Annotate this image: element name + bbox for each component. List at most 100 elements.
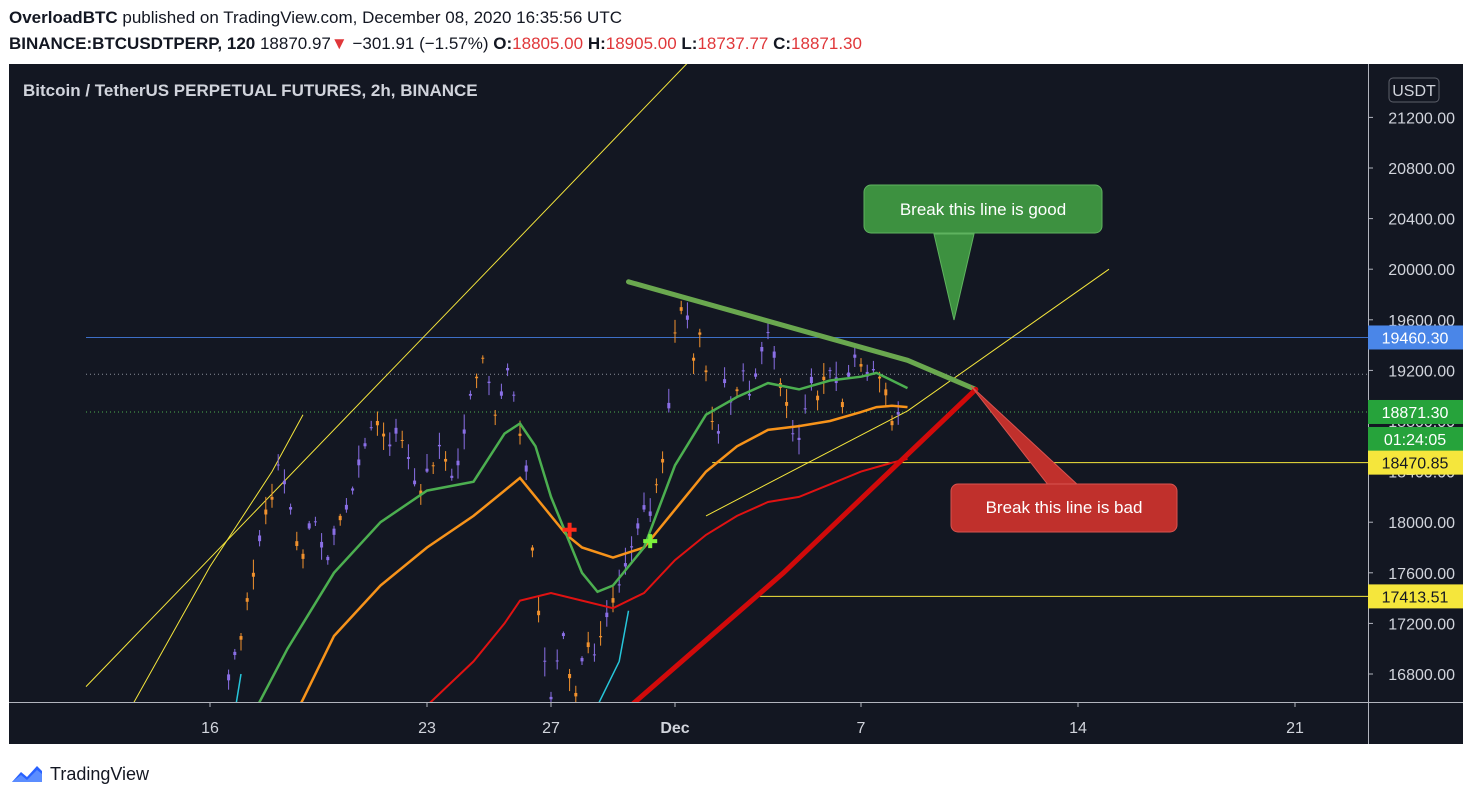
candle-body [537,610,541,616]
candles-group [153,300,900,742]
candle-body [375,421,379,426]
y-tick-label: 20000.00 [1388,262,1455,279]
last-price: 18870.97 [259,34,331,53]
candle-body [679,307,683,311]
candle-body [692,357,696,361]
candle-body [245,598,249,602]
callout-good-box [863,184,1103,234]
candle-body [586,642,590,648]
candle-body [871,369,875,371]
candle-body [481,357,485,359]
candle-body [221,712,224,714]
candle-body [772,351,776,358]
candle-body [357,459,361,466]
candle-body [313,521,317,523]
candle-body [251,572,255,577]
price-marker-label: 19460.30 [1382,330,1449,347]
currency-box [1388,77,1440,103]
candle-body [543,660,547,662]
candle-body [406,457,410,459]
candle-body [890,421,894,426]
candle-body [636,523,640,529]
candle-body [233,651,237,656]
symbol-label: BINANCE:BTCUSDTPERP, 120 [9,34,256,53]
candle-body [785,402,789,406]
published-text: published on TradingView.com, December 0… [122,8,622,27]
candle-body [803,408,807,410]
callout-bad: Break this line is bad [950,385,1178,533]
candle-body [568,674,572,679]
candle-body [847,372,851,377]
price-marker-label: 18470.85 [1382,456,1449,473]
open-value: 18805.00 [512,34,584,53]
callout-bad-text: Break this line is bad [986,498,1143,517]
price-marker-box [1368,584,1463,609]
candle-body [468,393,472,396]
candle-body [549,696,553,700]
candle-body [809,376,813,384]
candle-body [822,376,826,381]
candle-body [735,389,739,392]
high-label: H: [587,34,606,53]
candle-body [499,391,503,396]
chart-panel[interactable]: Break this line is good Break this line i… [9,64,1463,744]
cyan-curve-1 [235,673,242,702]
candle-body [667,402,671,409]
y-tick-label: 17200.00 [1388,616,1455,633]
candle-body [419,490,423,496]
candle-body [698,332,702,335]
candle-body [561,633,565,637]
price-marker-box [1368,325,1463,350]
candle-body [388,444,392,447]
candle-body [258,535,262,542]
candle-body [394,427,398,434]
low-label: L: [681,34,698,53]
y-tick-label: 20800.00 [1388,161,1455,178]
candle-body [592,654,596,656]
candle-body [270,496,274,500]
candle-body [282,480,286,485]
candle-body [518,433,522,436]
close-value: 18871.30 [791,34,862,53]
candle-body [332,528,336,535]
candle-body [661,458,665,463]
candle-body [344,504,348,510]
price-change: −301.91 (−1.57%) [352,34,489,53]
candle-body [673,332,677,334]
author-name[interactable]: OverloadBTC [9,8,118,27]
channel-upper-line [85,64,688,687]
candle-body [766,332,770,334]
candle-body [307,523,311,529]
candle-body [400,439,404,441]
x-tick-label: 23 [418,720,436,737]
callout-good: Break this line is good [863,184,1103,321]
cyan-curve-2 [598,610,630,702]
candle-body [506,367,510,371]
price-marker-box [1368,426,1463,451]
candle-body [654,484,658,486]
candle-body [791,433,795,435]
candle-body [431,465,435,467]
candle-body [716,431,720,434]
y-tick-label: 16800.00 [1388,667,1455,684]
ma-green-line [258,371,909,702]
candle-body [512,394,516,396]
price-marker-box [1368,399,1463,424]
candlestick-chart[interactable]: Break this line is good Break this line i… [9,64,1463,744]
support-trendline [705,268,1110,517]
y-tick-label: 17600.00 [1388,566,1455,583]
y-tick-label: 20400.00 [1388,212,1455,229]
candle-body [760,346,764,352]
candle-body [153,726,156,727]
candle-body [828,370,832,372]
candle-body [450,475,454,478]
price-marker-label: 18871.30 [1382,405,1449,422]
candle-body [184,739,187,742]
candle-body [487,381,491,384]
candle-body [723,379,727,384]
candle-body [630,546,634,548]
y-tick-label: 18000.00 [1388,515,1455,532]
price-marker-label: 01:24:05 [1384,432,1446,449]
candle-body [599,636,603,638]
open-label: O: [493,34,513,53]
